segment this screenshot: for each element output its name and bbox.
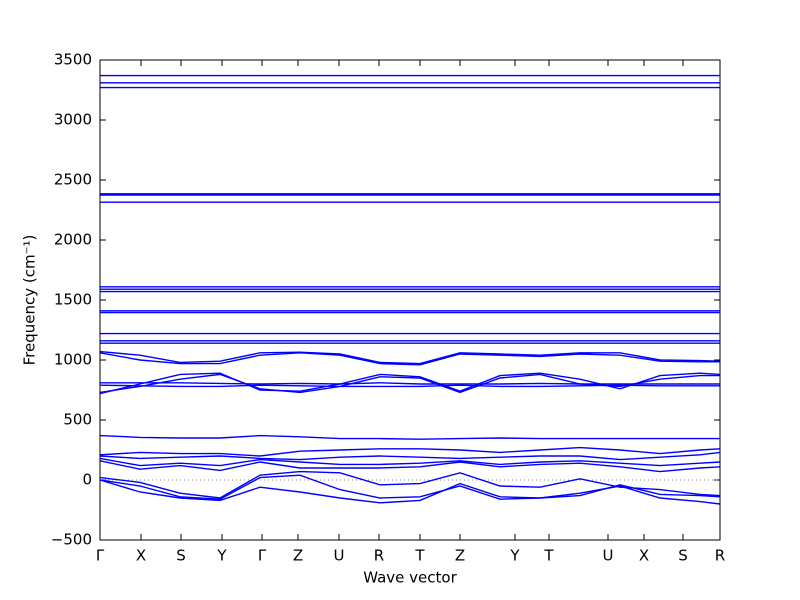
band-line [100, 382, 720, 385]
x-tick-label: Γ [258, 547, 267, 565]
y-tick-label: 2500 [54, 171, 92, 189]
x-tick-label: S [678, 547, 688, 565]
x-tick-label: R [715, 547, 725, 565]
band-line [99, 350, 721, 365]
y-tick-label: 3500 [54, 51, 92, 69]
x-tick-label: R [374, 547, 384, 565]
x-tick-label: Z [293, 547, 303, 565]
x-tick-label: T [543, 547, 554, 565]
band-line [99, 479, 721, 505]
band-line [99, 460, 721, 473]
band-line [99, 470, 721, 499]
band-line [99, 446, 721, 457]
band-line [99, 434, 720, 440]
band-line [99, 384, 720, 388]
x-tick-label: Γ [96, 547, 105, 565]
band-line [99, 352, 720, 366]
plot-frame [99, 59, 721, 541]
band-line [99, 451, 721, 461]
y-tick-label: 1000 [54, 351, 92, 369]
y-tick-label: 3000 [54, 111, 92, 129]
y-tick-label: 2000 [54, 231, 92, 249]
band-line [99, 457, 721, 467]
x-tick-label: Y [509, 547, 520, 565]
x-tick-label: Y [216, 547, 227, 565]
y-tick-label: 1500 [54, 291, 92, 309]
y-tick-label: 500 [63, 411, 92, 429]
x-tick-label: X [639, 547, 649, 565]
x-tick-label: U [334, 547, 345, 565]
y-axis-label: Frequency (cm⁻¹) [21, 235, 39, 366]
x-tick-label: S [176, 547, 186, 565]
y-tick-label: −500 [51, 531, 92, 549]
y-tick-label: 0 [82, 471, 92, 489]
band-line [99, 474, 721, 500]
x-tick-label: X [136, 547, 146, 565]
x-axis-label: Wave vector [363, 569, 457, 587]
x-tick-label: T [414, 547, 425, 565]
x-tick-label: U [603, 547, 614, 565]
x-tick-label: Z [455, 547, 465, 565]
